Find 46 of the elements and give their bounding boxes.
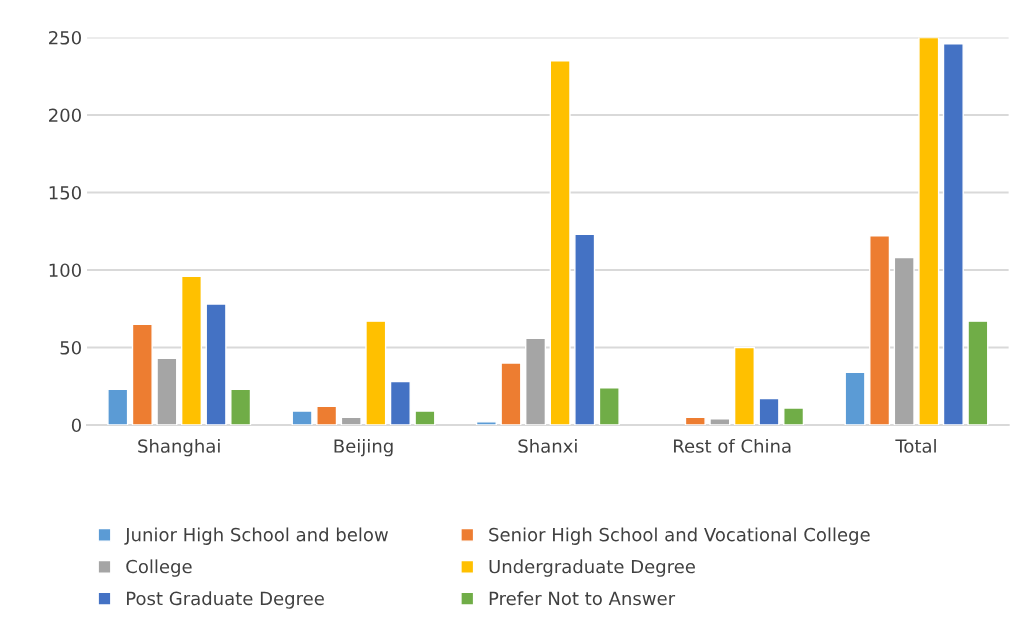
bar: [574, 233, 596, 425]
legend-label: Junior High School and below: [124, 527, 388, 545]
y-tick-label: 50: [60, 340, 81, 355]
y-tick-label: 250: [49, 30, 81, 45]
bar: [844, 371, 866, 425]
bar: [414, 410, 436, 425]
y-tick-label: 100: [49, 263, 81, 278]
y-tick-label: 150: [49, 185, 81, 200]
bar: [131, 323, 153, 425]
bar: [525, 337, 547, 425]
bar: [709, 418, 731, 425]
bar: [684, 416, 706, 425]
bar: [365, 320, 387, 425]
bar: [549, 60, 571, 425]
bar: [733, 346, 755, 425]
bar: [107, 388, 129, 425]
bar: [230, 388, 252, 425]
x-tick-label: Shanghai: [138, 438, 220, 457]
bar: [389, 380, 411, 425]
bar: [893, 256, 915, 425]
legend-label: Post Graduate Degree: [127, 591, 324, 609]
x-tick-label: Shanxi: [518, 438, 577, 453]
bar: [869, 235, 891, 425]
bar: [918, 37, 940, 425]
legend-label: Senior High School and Vocational College: [489, 527, 870, 545]
bar: [291, 410, 313, 425]
bar: [942, 43, 964, 425]
x-tick-label: Rest of China: [674, 438, 791, 453]
y-tick-label: 0: [71, 418, 81, 433]
bar: [598, 387, 620, 425]
legend-label: College: [126, 559, 192, 577]
bar: [340, 416, 362, 425]
legend-label: Prefer Not to Answer: [489, 591, 676, 606]
bar: [500, 362, 522, 425]
bar: [205, 303, 227, 425]
bar: [758, 397, 780, 425]
bar: [783, 407, 805, 425]
x-tick-label: Beijing: [334, 438, 393, 457]
bar: [156, 357, 178, 425]
bar: [967, 320, 989, 425]
y-tick-label: 200: [49, 108, 81, 123]
x-tick-label: Total: [895, 438, 936, 453]
bar: [180, 275, 203, 425]
bar: [316, 405, 338, 425]
legend-label: Undergraduate Degree: [489, 559, 695, 577]
bar: [475, 421, 497, 425]
